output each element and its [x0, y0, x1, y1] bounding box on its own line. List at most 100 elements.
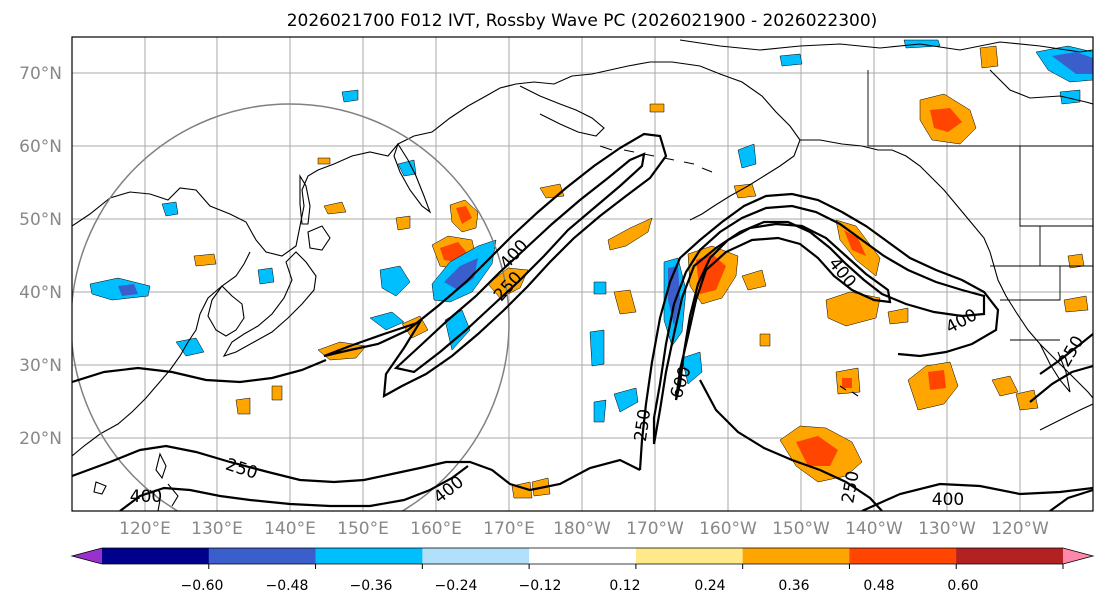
- colorbar-swatch: [742, 548, 850, 564]
- lat-label: 40°N: [19, 283, 62, 303]
- colorbar-tick-label: −0.12: [519, 578, 562, 594]
- lon-label: 180°W: [553, 519, 611, 539]
- positive-anomaly-patch: [487, 267, 529, 299]
- colorbar-swatch: [956, 548, 1064, 564]
- colorbar-ticks: [208, 564, 1064, 569]
- colorbar-tick-label: −0.60: [181, 578, 224, 594]
- kamchatka-coastline: [393, 142, 432, 214]
- positive-anomaly-patch: [1015, 389, 1039, 411]
- positive-anomaly-patch: [607, 217, 653, 251]
- ivt-contour-400: [861, 482, 1093, 511]
- ivt-contour-400: [1029, 364, 1093, 403]
- ivt-contour-250: [323, 132, 668, 398]
- positive-anomaly-patch: [456, 206, 472, 224]
- positive-anomaly-patch: [1063, 295, 1089, 313]
- longitude-labels: 120°E 130°E 140°E 150°E 160°E 170°E 180°…: [119, 519, 1049, 539]
- lon-label: 120°W: [991, 519, 1049, 539]
- colorbar-outline: [70, 547, 1095, 565]
- ivt-contour-400: [119, 465, 469, 511]
- korea-peninsula: [207, 285, 245, 337]
- lon-label: 160°W: [699, 519, 757, 539]
- negative-anomaly-patch: [341, 89, 359, 103]
- colorbar-swatch: [208, 548, 317, 564]
- positive-anomaly-patch: [271, 385, 283, 401]
- negative-anomaly-patch: [1052, 52, 1093, 74]
- aleutian-islands: [599, 145, 713, 173]
- latitude-labels: 70°N 60°N 50°N 40°N 30°N 20°N: [19, 64, 62, 449]
- negative-anomaly-patch: [737, 143, 757, 169]
- negative-anomaly-patch: [779, 53, 803, 67]
- colorbar: −0.60 −0.48 −0.36 −0.24 −0.12 0.12 0.24 …: [70, 547, 1095, 594]
- hokkaido-coastline: [307, 225, 331, 251]
- negative-anomaly-patch: [444, 258, 478, 290]
- positive-anomaly-patch: [193, 253, 217, 267]
- negative-anomaly-patch: [681, 351, 703, 385]
- chukotka-coastline: [519, 85, 605, 137]
- lat-label: 50°N: [19, 210, 62, 230]
- positive-anomaly-patch: [733, 183, 757, 199]
- lon-label: 150°W: [772, 519, 830, 539]
- alaska-coastline: [671, 61, 1093, 399]
- colorbar-tick-labels: −0.60 −0.48 −0.36 −0.24 −0.12 0.12 0.24 …: [181, 578, 979, 594]
- positive-anomaly-patch: [928, 370, 946, 390]
- lon-label: 130°W: [918, 519, 976, 539]
- negative-anomaly-patch: [379, 265, 411, 297]
- positive-anomaly-patch: [317, 157, 331, 165]
- us-canada-border: [867, 70, 1093, 147]
- lat-label: 20°N: [19, 429, 62, 449]
- negative-anomaly-patch: [613, 387, 639, 413]
- positive-anomaly-patch: [979, 45, 999, 69]
- sakhalin-coastline: [299, 174, 311, 225]
- negative-anomaly-patch: [118, 284, 138, 296]
- colorbar-tick-label: 0.12: [609, 578, 640, 594]
- negative-anomaly-patch: [161, 201, 179, 217]
- positive-anomaly-patch: [825, 291, 881, 327]
- ivt-contour-250: [1049, 488, 1093, 511]
- colorbar-tick-label: −0.36: [350, 578, 393, 594]
- rossby-wave-circle: [72, 103, 510, 511]
- lon-label: 150°E: [337, 519, 389, 539]
- map-content: 400 250 400 250 600 400 400 250 400 250 …: [72, 37, 1093, 511]
- colorbar-tick-label: 0.36: [778, 578, 809, 594]
- hudson-bay-coastline: [989, 69, 1093, 105]
- positive-anomaly-patch: [741, 269, 767, 291]
- positive-anomaly-patch: [235, 397, 251, 415]
- positive-anomaly-patch: [991, 375, 1019, 397]
- ivt-contour-600: [674, 222, 892, 401]
- negative-anomaly-patch: [589, 329, 605, 367]
- lon-label: 130°E: [191, 519, 243, 539]
- map-title: 2026021700 F012 IVT, Rossby Wave PC (202…: [287, 11, 878, 31]
- positive-anomaly-patch: [930, 108, 962, 132]
- lon-label: 140°E: [264, 519, 316, 539]
- colorbar-swatch: [529, 548, 637, 564]
- lon-label: 160°E: [410, 519, 462, 539]
- coastlines: [72, 39, 1093, 511]
- ivt-contour-label: 250: [631, 408, 655, 443]
- map-frame: [71, 36, 1094, 512]
- ivt-contours: [72, 132, 1093, 511]
- colorbar-extend-max: [1063, 548, 1093, 564]
- negative-anomaly-patch: [593, 281, 607, 295]
- positive-anomaly-patch: [842, 378, 852, 388]
- us-state-borders: [990, 226, 1093, 341]
- negative-anomaly-patch: [369, 311, 405, 331]
- colorbar-swatch: [849, 548, 957, 564]
- ivt-contour-400: [652, 204, 986, 445]
- positive-anomaly-patch: [613, 289, 637, 315]
- taiwan-coastline: [155, 452, 167, 480]
- ivt-contour-250: [1039, 333, 1093, 375]
- colorbar-tick-label: −0.24: [435, 578, 478, 594]
- positive-anomaly-patch: [696, 254, 726, 294]
- negative-anomaly-patch: [257, 267, 275, 285]
- ivt-contour-400: [393, 152, 646, 374]
- positive-anomaly-patch: [844, 230, 866, 256]
- negative-anomaly-patch: [593, 399, 607, 423]
- canada-province-border: [1019, 146, 1093, 227]
- lon-label: 170°W: [626, 519, 684, 539]
- ivt-contour-250: [638, 192, 1000, 471]
- colorbar-swatch: [102, 548, 210, 564]
- colorbar-extend-min: [72, 548, 102, 564]
- japan-coastline: [222, 251, 317, 357]
- colorbar-swatches: [70, 547, 1095, 565]
